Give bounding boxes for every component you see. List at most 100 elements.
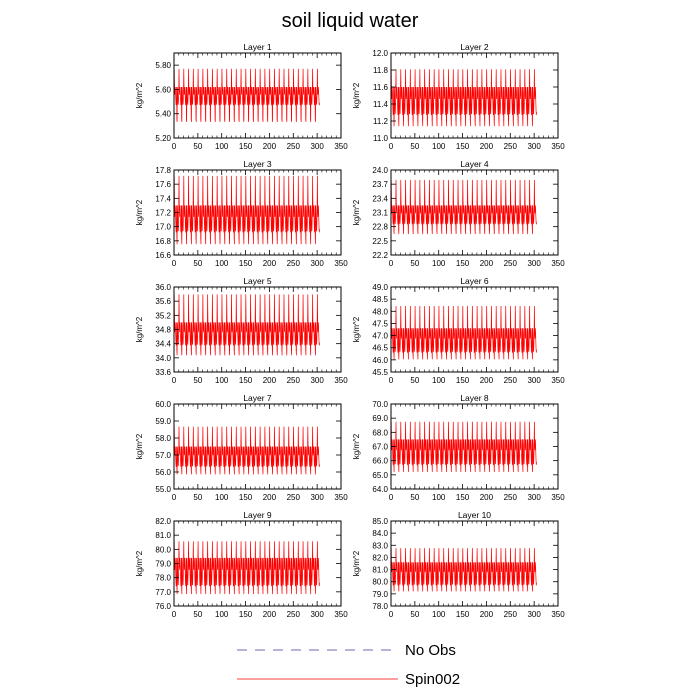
y-tick-label-layer-3: 17.8 — [155, 166, 171, 175]
y-tick-label-layer-2: 11.0 — [373, 134, 389, 143]
y-tick-label-layer-5: 35.2 — [155, 311, 171, 320]
x-tick-label-layer-5: 50 — [193, 376, 202, 385]
x-tick-label-layer-8: 200 — [480, 493, 494, 502]
y-tick-label-layer-6: 47.5 — [372, 319, 388, 328]
y-tick-label-layer-7: 55.0 — [155, 485, 171, 494]
plot-frame-layer-7 — [173, 403, 342, 490]
y-tick-label-layer-10: 83.0 — [372, 541, 388, 550]
series-line-layer-8 — [391, 421, 537, 473]
y-tick-label-layer-6: 48.5 — [372, 295, 388, 304]
series-line-layer-4 — [391, 179, 537, 235]
x-tick-label-layer-8: 250 — [504, 493, 518, 502]
series-line-layer-9 — [174, 541, 320, 595]
x-tick-label-layer-1: 0 — [172, 142, 177, 151]
y-tick-label-layer-10: 85.0 — [372, 517, 388, 526]
x-tick-label-layer-2: 150 — [456, 142, 470, 151]
panel-layer-2: Layer 2 0 50 100 150 200 250 300 350 11.0 11.2 11.4… — [352, 42, 565, 151]
x-tick-label-layer-5: 250 — [287, 376, 301, 385]
x-tick-label-layer-3: 250 — [287, 259, 301, 268]
x-tick-label-layer-3: 50 — [193, 259, 202, 268]
panel-layer-4: Layer 4 0 50 100 150 200 250 300 350 22.2 22.5 22.8… — [352, 159, 565, 268]
series-line-layer-6 — [391, 306, 537, 360]
plot-frame-layer-6 — [390, 286, 559, 373]
x-tick-label-layer-1: 100 — [215, 142, 229, 151]
y-axis-label-layer-1: kg/m^2 — [135, 82, 144, 108]
y-tick-label-layer-8: 66.0 — [372, 457, 388, 466]
y-tick-label-layer-1: 5.80 — [155, 61, 171, 70]
y-axis-label-layer-2: kg/m^2 — [352, 82, 361, 108]
panel-title-layer-4: Layer 4 — [460, 159, 489, 169]
y-axis-label-layer-6: kg/m^2 — [352, 316, 361, 342]
y-tick-label-layer-2: 11.4 — [373, 100, 389, 109]
x-tick-label-layer-7: 0 — [172, 493, 177, 502]
y-tick-label-layer-5: 34.4 — [155, 340, 171, 349]
x-tick-label-layer-6: 100 — [432, 376, 446, 385]
x-tick-label-layer-3: 100 — [215, 259, 229, 268]
y-tick-label-layer-7: 57.0 — [155, 451, 171, 460]
y-tick-label-layer-7: 60.0 — [155, 400, 171, 409]
y-tick-label-layer-7: 56.0 — [155, 468, 171, 477]
x-tick-label-layer-5: 0 — [172, 376, 177, 385]
x-tick-label-layer-8: 300 — [527, 493, 541, 502]
y-tick-label-layer-1: 5.20 — [155, 134, 171, 143]
panel-layer-6: Layer 6 0 50 100 150 200 250 300 350 45.5 46.0 46.5… — [352, 276, 565, 385]
y-tick-label-layer-4: 22.5 — [372, 237, 388, 246]
y-tick-label-layer-5: 35.6 — [155, 297, 171, 306]
x-tick-label-layer-9: 250 — [287, 610, 301, 619]
y-tick-label-layer-2: 12.0 — [372, 49, 388, 58]
y-tick-label-layer-9: 76.0 — [155, 602, 171, 611]
y-tick-label-layer-6: 49.0 — [372, 283, 388, 292]
panel-title-layer-9: Layer 9 — [243, 510, 272, 520]
x-tick-label-layer-9: 350 — [334, 610, 348, 619]
y-tick-label-layer-8: 65.0 — [372, 471, 388, 480]
y-tick-label-layer-1: 5.40 — [155, 110, 171, 119]
y-tick-label-layer-3: 16.6 — [155, 251, 171, 260]
x-tick-label-layer-8: 50 — [410, 493, 419, 502]
y-tick-label-layer-10: 80.0 — [372, 578, 388, 587]
x-tick-label-layer-7: 200 — [263, 493, 277, 502]
x-tick-label-layer-10: 300 — [527, 610, 541, 619]
x-tick-label-layer-4: 300 — [527, 259, 541, 268]
x-tick-label-layer-3: 150 — [239, 259, 253, 268]
y-tick-label-layer-10: 84.0 — [372, 529, 388, 538]
x-tick-label-layer-5: 100 — [215, 376, 229, 385]
x-tick-label-layer-9: 100 — [215, 610, 229, 619]
panel-title-layer-2: Layer 2 — [460, 42, 489, 52]
x-tick-label-layer-6: 50 — [410, 376, 419, 385]
x-tick-label-layer-1: 200 — [263, 142, 277, 151]
y-axis-label-layer-4: kg/m^2 — [352, 199, 361, 225]
x-tick-label-layer-7: 50 — [193, 493, 202, 502]
panel-layer-7: Layer 7 0 50 100 150 200 250 300 350 55.0 56.0 57.0… — [135, 393, 348, 502]
y-tick-label-layer-4: 23.1 — [372, 209, 388, 218]
panel-title-layer-8: Layer 8 — [460, 393, 489, 403]
x-tick-label-layer-4: 250 — [504, 259, 518, 268]
x-tick-label-layer-3: 300 — [310, 259, 324, 268]
y-tick-label-layer-2: 11.8 — [373, 66, 389, 75]
series-line-layer-3 — [174, 175, 320, 245]
y-tick-label-layer-3: 17.6 — [155, 180, 171, 189]
y-tick-label-layer-4: 22.2 — [372, 251, 388, 260]
x-tick-label-layer-10: 100 — [432, 610, 446, 619]
x-tick-label-layer-10: 50 — [410, 610, 419, 619]
x-tick-label-layer-9: 300 — [310, 610, 324, 619]
y-axis-label-layer-10: kg/m^2 — [352, 550, 361, 576]
y-tick-label-layer-10: 81.0 — [372, 566, 388, 575]
x-tick-label-layer-10: 200 — [480, 610, 494, 619]
y-tick-label-layer-8: 67.0 — [372, 443, 388, 452]
y-tick-label-layer-5: 33.6 — [155, 368, 171, 377]
x-tick-label-layer-5: 300 — [310, 376, 324, 385]
y-tick-label-layer-1: 5.60 — [155, 85, 171, 94]
x-tick-label-layer-5: 150 — [239, 376, 253, 385]
x-tick-label-layer-10: 250 — [504, 610, 518, 619]
y-tick-label-layer-8: 68.0 — [372, 428, 388, 437]
y-tick-label-layer-9: 77.0 — [155, 588, 171, 597]
panel-title-layer-7: Layer 7 — [243, 393, 272, 403]
x-tick-label-layer-4: 50 — [410, 259, 419, 268]
x-tick-label-layer-3: 0 — [172, 259, 177, 268]
y-tick-label-layer-10: 82.0 — [372, 553, 388, 562]
panel-layer-5: Layer 5 0 50 100 150 200 250 300 350 33.6 34.0 34.4… — [135, 276, 348, 385]
y-axis-label-layer-9: kg/m^2 — [135, 550, 144, 576]
y-tick-label-layer-3: 17.0 — [155, 223, 171, 232]
x-tick-label-layer-5: 350 — [334, 376, 348, 385]
